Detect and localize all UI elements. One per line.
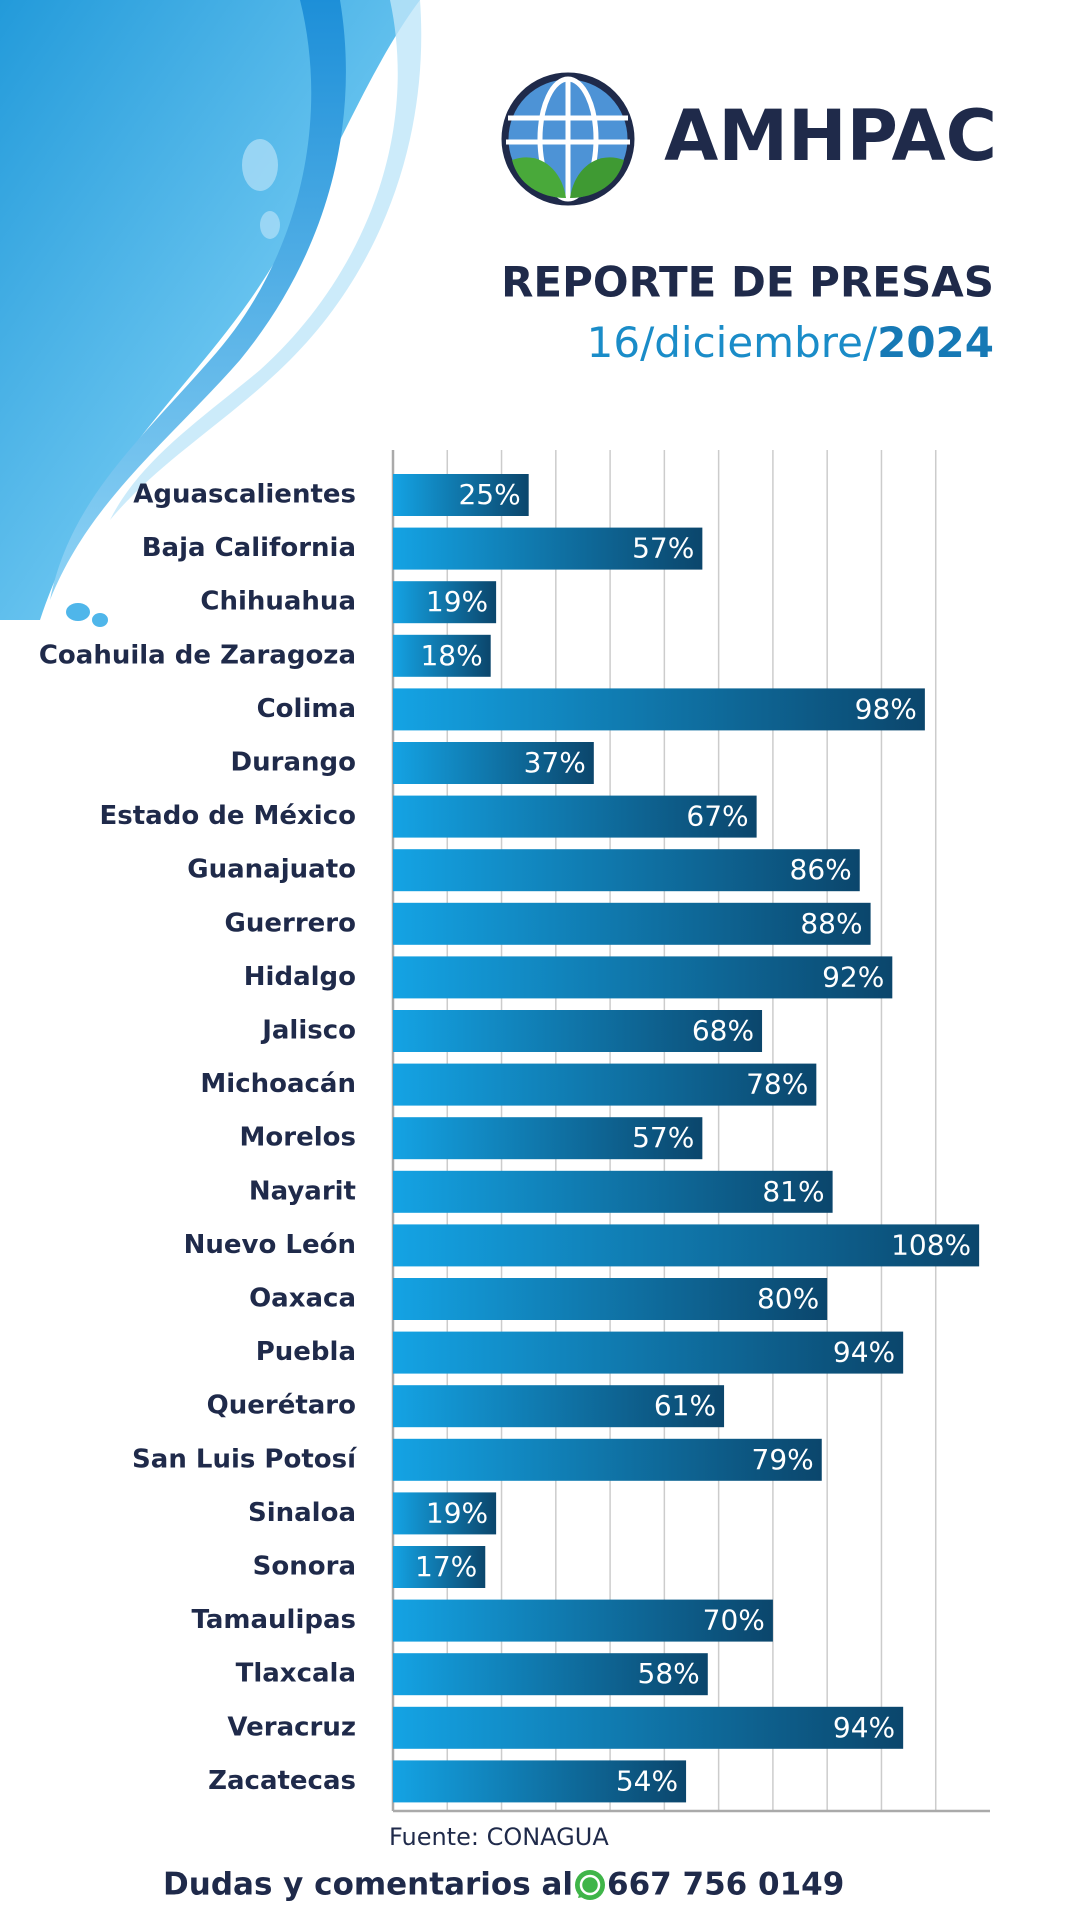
value-label: 70%: [703, 1604, 765, 1637]
bar: [393, 634, 491, 677]
bar: [393, 956, 893, 999]
bar: [393, 1331, 904, 1374]
value-label: 37%: [524, 746, 586, 779]
bar: [393, 527, 703, 570]
chart-subtitle: 16/diciembre/2024: [587, 318, 994, 367]
y-tick-label: Veracruz: [227, 1712, 356, 1742]
y-tick-label: Jalisco: [260, 1016, 356, 1046]
value-label: 19%: [426, 1496, 488, 1529]
y-tick-label: Puebla: [256, 1337, 356, 1367]
logo: [501, 72, 635, 206]
bar: [393, 1010, 763, 1052]
y-tick-label: Tamaulipas: [191, 1605, 356, 1635]
value-label: 108%: [891, 1228, 971, 1261]
bar: [393, 795, 757, 838]
y-tick-label: Durango: [231, 748, 356, 778]
value-label: 58%: [638, 1657, 700, 1690]
value-label: 86%: [790, 853, 852, 886]
value-label: 68%: [692, 1014, 754, 1047]
y-tick-label: Michoacán: [200, 1069, 356, 1099]
value-label: 19%: [426, 585, 488, 618]
y-tick-label: Guerrero: [225, 908, 356, 938]
y-tick-label: Chihuahua: [200, 587, 356, 617]
bar: [393, 1438, 822, 1481]
chart-title: REPORTE DE PRESAS: [501, 258, 994, 307]
footer-text: Dudas y comentarios al: [163, 1867, 573, 1903]
value-label: 57%: [632, 1121, 694, 1154]
value-label: 94%: [833, 1336, 895, 1369]
subtitle-date: 16/diciembre/: [587, 318, 878, 367]
value-label: 67%: [686, 800, 748, 833]
bar: [393, 1492, 497, 1535]
y-tick-label: Hidalgo: [244, 962, 356, 992]
y-tick-label: Nuevo León: [184, 1230, 356, 1260]
y-tick-label: Coahuila de Zaragoza: [39, 640, 356, 670]
subtitle-year: 2024: [877, 318, 994, 367]
bar: [393, 474, 529, 516]
y-tick-label: Baja California: [142, 533, 356, 563]
value-label: 18%: [420, 639, 482, 672]
bar: [393, 1653, 708, 1696]
bar: [393, 742, 594, 784]
bar: [393, 688, 925, 731]
y-tick-label: Oaxaca: [249, 1284, 356, 1314]
footer-phone: 667 756 0149: [607, 1867, 844, 1903]
value-label: 57%: [632, 532, 694, 565]
value-label: 17%: [415, 1550, 477, 1583]
bar: [393, 581, 497, 624]
y-tick-label: Tlaxcala: [236, 1659, 356, 1689]
bar: [393, 1224, 980, 1267]
y-tick-label: Querétaro: [207, 1391, 356, 1421]
y-tick-label: Colima: [257, 694, 356, 724]
bar: [393, 849, 860, 892]
y-tick-label: Guanajuato: [187, 855, 356, 885]
value-label: 98%: [855, 692, 917, 725]
bar: [393, 1063, 817, 1106]
value-label: 81%: [762, 1175, 824, 1208]
whatsapp-icon: [575, 1870, 605, 1900]
bar: [393, 1117, 703, 1160]
bar: [393, 1385, 725, 1428]
y-tick-label: Zacatecas: [208, 1766, 356, 1796]
bar: [393, 1706, 904, 1749]
y-tick-label: Estado de México: [100, 801, 357, 831]
value-label: 88%: [800, 907, 862, 940]
bar: [393, 1760, 687, 1803]
brand-name: AMHPAC: [664, 95, 997, 177]
y-tick-label: Morelos: [240, 1123, 356, 1153]
source-note: Fuente: CONAGUA: [389, 1823, 609, 1851]
bar: [393, 1278, 828, 1320]
bar: [393, 1170, 833, 1213]
value-label: 79%: [752, 1443, 814, 1476]
y-tick-label: Sinaloa: [248, 1498, 356, 1528]
value-label: 61%: [654, 1389, 716, 1422]
value-label: 54%: [616, 1764, 678, 1797]
y-tick-label: Nayarit: [249, 1176, 356, 1206]
value-label: 92%: [822, 960, 884, 993]
bar: [393, 1599, 773, 1642]
bar: [393, 902, 871, 945]
value-label: 80%: [757, 1282, 819, 1315]
water-decoration: [0, 0, 422, 627]
y-tick-label: San Luis Potosí: [132, 1444, 358, 1474]
y-tick-label: Aguascalientes: [133, 480, 356, 510]
y-tick-label: Sonora: [253, 1552, 356, 1582]
value-label: 94%: [833, 1711, 895, 1744]
value-label: 78%: [746, 1068, 808, 1101]
bar: [393, 1546, 486, 1588]
value-label: 25%: [458, 478, 520, 511]
